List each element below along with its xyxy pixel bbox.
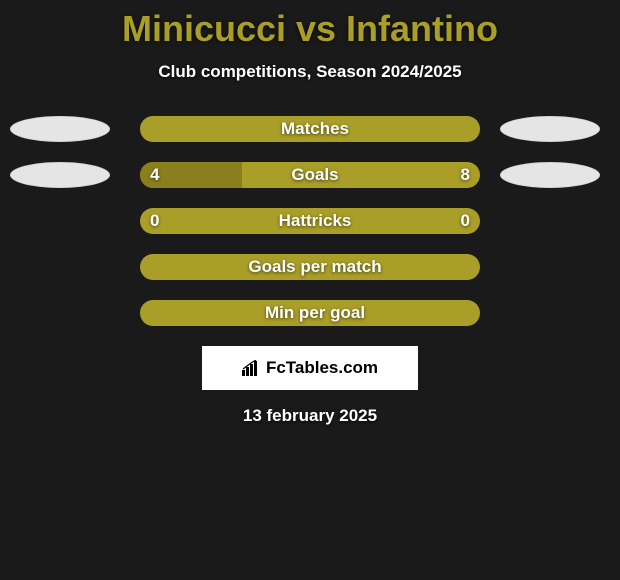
bar-track: Hattricks0 0 [140, 208, 480, 234]
stat-value-right: 8 [461, 162, 470, 188]
left-ellipse [10, 162, 110, 188]
stat-label: Min per goal [140, 300, 480, 326]
stat-row: Matches [0, 116, 620, 142]
bar-track: Min per goal [140, 300, 480, 326]
badge-text: FcTables.com [266, 358, 378, 378]
chart-icon [242, 360, 262, 376]
stat-value-left: 0 [150, 208, 159, 234]
right-ellipse [500, 162, 600, 188]
stat-label: Goals per match [140, 254, 480, 280]
stat-row: Min per goal [0, 300, 620, 326]
date-stamp: 13 february 2025 [0, 406, 620, 426]
page-subtitle: Club competitions, Season 2024/2025 [0, 62, 620, 82]
stat-value-left: 4 [150, 162, 159, 188]
stat-label: Goals [140, 162, 480, 188]
left-ellipse [10, 116, 110, 142]
source-badge: FcTables.com [202, 346, 418, 390]
stat-row: Goals4 8 [0, 162, 620, 188]
stat-label: Hattricks [140, 208, 480, 234]
stat-rows: Matches Goals4 8 Hattricks0 0 Goals per match… [0, 116, 620, 326]
bar-track: Matches [140, 116, 480, 142]
page-title: Minicucci vs Infantino [0, 0, 620, 50]
stat-row: Goals per match [0, 254, 620, 280]
right-ellipse [500, 116, 600, 142]
stat-value-right: 0 [461, 208, 470, 234]
stat-row: Hattricks0 0 [0, 208, 620, 234]
stat-label: Matches [140, 116, 480, 142]
bar-track: Goals4 8 [140, 162, 480, 188]
bar-track: Goals per match [140, 254, 480, 280]
